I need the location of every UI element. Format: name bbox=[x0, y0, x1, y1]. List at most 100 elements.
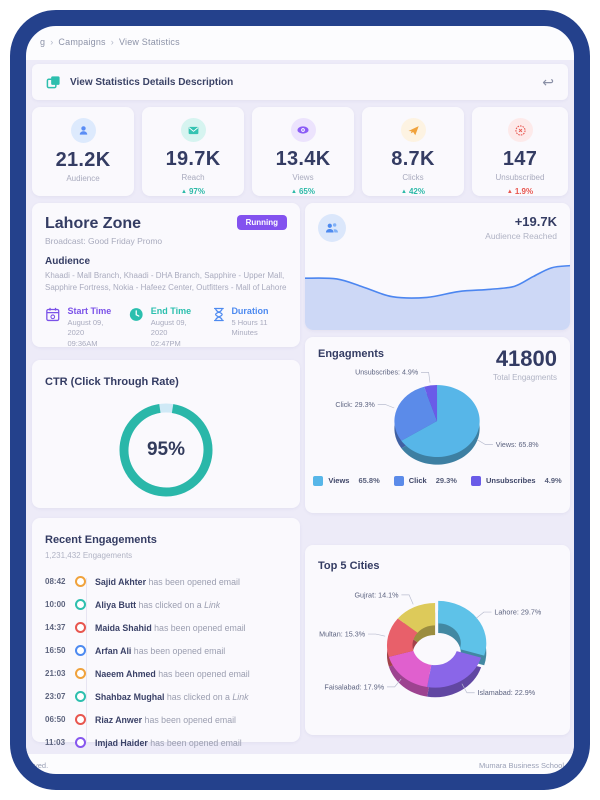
breadcrumb-separator: › bbox=[110, 37, 114, 47]
stat-card-unsubscribed: 147 Unsubscribed ▲ 1.9% bbox=[472, 107, 568, 196]
breadcrumb: g › Campaigns › View Statistics bbox=[40, 37, 180, 47]
svg-text:Islamabad: 22.9%: Islamabad: 22.9% bbox=[478, 688, 536, 697]
paper-plane-icon bbox=[400, 118, 426, 142]
start-time-block: Start Time August 09, 2020 09:36AM bbox=[45, 306, 120, 350]
stat-label: Audience bbox=[66, 174, 100, 183]
start-date: August 09, 2020 bbox=[67, 317, 104, 338]
end-time-label: End Time bbox=[150, 305, 192, 316]
stat-value: 19.7K bbox=[165, 148, 221, 170]
audience-reached-card: +19.7K Audience Reached bbox=[305, 203, 570, 330]
page-title: View Statistics Details Description bbox=[70, 76, 234, 88]
up-arrow-icon: ▲ bbox=[506, 189, 513, 195]
total-engagements-label: Total Engagments bbox=[492, 373, 557, 382]
breadcrumb-item-campaigns[interactable]: Campaigns bbox=[58, 37, 106, 47]
campaign-card: Lahore Zone Running Broadcast: Good Frid… bbox=[32, 203, 300, 350]
stat-label: Clicks bbox=[402, 173, 424, 182]
stat-label: Unsubscribed bbox=[495, 173, 545, 182]
audience-list: Khaadi - Mall Branch, Khaadi - DHA Branc… bbox=[45, 271, 287, 293]
legend-item-views: Views 65.8% bbox=[313, 475, 380, 486]
start-time-label: Start Time bbox=[67, 305, 112, 316]
unsubscribe-circle-x-icon bbox=[507, 118, 533, 142]
engagements-pie-chart: Views: 65.8% Click: 29.3% Unsubscribes: 4.… bbox=[312, 368, 563, 480]
duration-value: 5 Hours 11 Minutes bbox=[231, 317, 268, 338]
up-arrow-icon: ▲ bbox=[181, 189, 187, 195]
audience-reached-area-chart bbox=[305, 256, 570, 330]
svg-text:Unsubscribes: 4.9%: Unsubscribes: 4.9% bbox=[355, 369, 419, 377]
stat-card-views: 13.4K Views ▲ 65% bbox=[252, 107, 354, 196]
eye-icon bbox=[290, 118, 316, 142]
svg-text:Gujrat: 14.1%: Gujrat: 14.1% bbox=[354, 590, 399, 599]
end-clock: 02:47PM bbox=[150, 338, 181, 348]
audience-reached-label: Audience Reached bbox=[485, 231, 557, 241]
people-group-icon bbox=[318, 214, 346, 242]
engagements-title: Engagments bbox=[318, 348, 385, 360]
app-screen: g › Campaigns › View Statistics View Statist… bbox=[10, 10, 590, 790]
stat-label: Views bbox=[292, 173, 314, 182]
timeline-line bbox=[86, 578, 87, 744]
stat-card-audience: 21.2K Audience bbox=[32, 107, 134, 196]
engagement-timeline: 08:42 Sajid Akhter has been opened email … bbox=[45, 570, 287, 754]
svg-text:Views: 65.8%: Views: 65.8% bbox=[496, 441, 540, 449]
timeline-marker-icon bbox=[75, 599, 86, 610]
stat-value: 21.2K bbox=[55, 149, 111, 171]
ctr-card: CTR (Click Through Rate) 95% bbox=[32, 360, 300, 508]
ctr-donut-chart: 95% bbox=[114, 398, 218, 502]
stat-card-reach: 19.7K Reach ▲ 97% bbox=[142, 107, 244, 196]
svg-text:Click: 29.3%: Click: 29.3% bbox=[335, 401, 375, 409]
legend-swatch bbox=[393, 475, 404, 486]
timeline-item: 14:37 Maida Shahid has been opened email bbox=[45, 622, 246, 633]
timeline-marker-icon bbox=[75, 622, 86, 633]
stat-change: ▲ 42% bbox=[401, 187, 425, 196]
audience-person-icon bbox=[70, 118, 96, 143]
footer-left-text: ved. bbox=[34, 761, 49, 770]
broadcast-subtitle: Broadcast: Good Friday Promo bbox=[45, 236, 163, 246]
up-arrow-icon: ▲ bbox=[401, 189, 407, 195]
timeline-item: 23:07 Shahbaz Mughal has clicked on a Lin… bbox=[45, 691, 249, 702]
recent-engagements-card: Recent Engagements 1,231,432 Engagements… bbox=[32, 518, 300, 748]
top-cities-title: Top 5 Cities bbox=[318, 560, 380, 572]
end-date: August 09, 2020 bbox=[150, 317, 187, 338]
engagements-legend: Views 65.8% Click 29.3% Unsubscribes 4.9% bbox=[313, 475, 562, 486]
page-header: View Statistics Details Description ↩ bbox=[32, 64, 568, 100]
footer-right-text: Mumara Business School bbox=[478, 761, 564, 770]
top-cities-donut-chart: Lahore: 29.7% Islamabad: 22.9% Faisalabad:… bbox=[310, 576, 565, 722]
calendar-icon bbox=[46, 307, 60, 321]
statistics-copy-icon bbox=[46, 75, 60, 88]
up-arrow-icon: ▲ bbox=[291, 189, 297, 195]
recent-title: Recent Engagements bbox=[45, 534, 157, 546]
stat-value: 8.7K bbox=[391, 148, 435, 170]
audience-heading: Audience bbox=[45, 256, 91, 267]
back-undo-icon[interactable]: ↩ bbox=[542, 74, 554, 90]
end-time-block: End Time August 09, 2020 02:47PM bbox=[128, 306, 203, 350]
timeline-marker-icon bbox=[75, 714, 86, 725]
svg-text:Lahore: 29.7%: Lahore: 29.7% bbox=[494, 607, 541, 616]
breadcrumb-item-view-statistics: View Statistics bbox=[118, 37, 180, 47]
legend-swatch bbox=[313, 475, 324, 486]
start-clock: 09:36AM bbox=[67, 338, 98, 348]
audience-reached-delta: +19.7K bbox=[514, 214, 557, 229]
timeline-marker-icon bbox=[75, 737, 86, 748]
envelope-icon bbox=[180, 118, 206, 142]
stat-change: ▲ 65% bbox=[291, 187, 315, 196]
ctr-title: CTR (Click Through Rate) bbox=[45, 376, 179, 388]
timeline-item: 21:03 Naeem Ahmed has been opened email bbox=[45, 668, 250, 679]
timeline-marker-icon bbox=[75, 691, 86, 702]
duration-label: Duration bbox=[231, 305, 269, 316]
timeline-marker-icon bbox=[75, 668, 86, 679]
timeline-marker-icon bbox=[75, 645, 86, 656]
total-engagements-value: 41800 bbox=[495, 346, 557, 371]
clock-icon bbox=[130, 307, 143, 321]
status-badge: Running bbox=[236, 215, 287, 230]
timeline-item: 08:42 Sajid Akhter has been opened email bbox=[45, 576, 240, 587]
timeline-item: 10:00 Aliya Butt has clicked on a Link bbox=[45, 599, 221, 610]
timeline-item: 06:50 Riaz Anwer has been opened email bbox=[45, 714, 237, 725]
legend-item-click: Click 29.3% bbox=[393, 475, 457, 486]
campaign-title: Lahore Zone bbox=[45, 215, 142, 232]
stat-label: Reach bbox=[181, 173, 205, 182]
timeline-marker-icon bbox=[75, 576, 86, 587]
timeline-item: 11:03 Imjad Haider has been opened email bbox=[45, 737, 242, 748]
breadcrumb-item-prev[interactable]: g bbox=[40, 37, 46, 47]
legend-item-unsubscribes: Unsubscribes 4.9% bbox=[470, 475, 562, 486]
stat-change: ▲ 1.9% bbox=[506, 187, 534, 196]
